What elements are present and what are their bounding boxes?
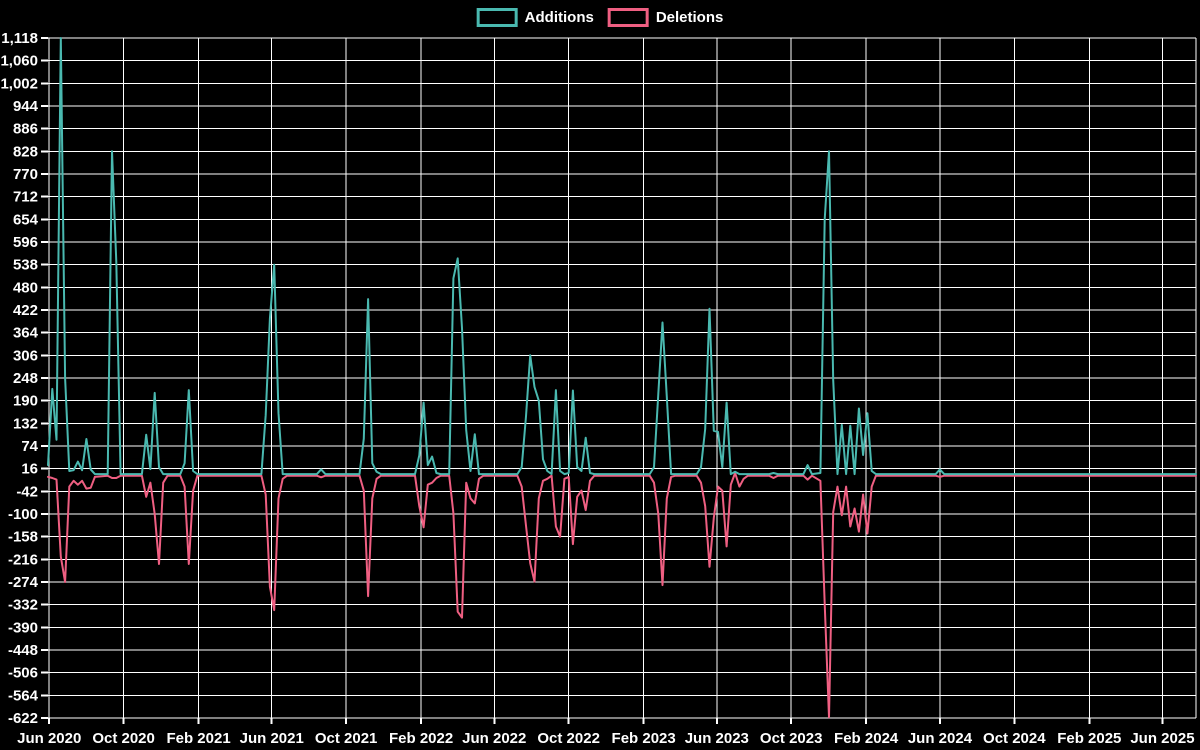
y-tick-label: 654 — [13, 211, 39, 228]
legend-label-deletions: Deletions — [655, 9, 724, 26]
y-tick-label: 712 — [13, 189, 38, 206]
x-tick-label: Jun 2021 — [240, 730, 304, 747]
additions-line — [47, 37, 1197, 476]
legend-label-additions: Additions — [524, 9, 594, 26]
y-tick-label: 248 — [13, 370, 38, 387]
x-tick-label: Feb 2025 — [1057, 730, 1121, 747]
y-tick-label: 16 — [21, 461, 38, 478]
y-tick-label: 886 — [13, 121, 38, 138]
x-tick-label: Oct 2020 — [92, 730, 155, 747]
y-tick-label: 1,060 — [0, 53, 38, 70]
y-tick-label: 596 — [13, 234, 38, 251]
x-tick-label: Oct 2022 — [537, 730, 600, 747]
y-tick-label: 74 — [21, 438, 38, 455]
y-tick-label: -100 — [8, 506, 38, 523]
y-tick-label: 538 — [13, 257, 38, 274]
x-tick-label: Feb 2021 — [166, 730, 230, 747]
x-tick-label: Jun 2024 — [908, 730, 973, 747]
y-tick-label: -564 — [8, 687, 39, 704]
x-tick-label: Oct 2023 — [760, 730, 823, 747]
y-tick-label: -448 — [8, 642, 38, 659]
chart-legend: Additions Deletions — [476, 8, 724, 27]
x-tick-label: Oct 2021 — [315, 730, 378, 747]
y-tick-label: -274 — [8, 574, 39, 591]
y-tick-label: -158 — [8, 529, 38, 546]
y-tick-label: -390 — [8, 619, 38, 636]
x-tick-label: Jun 2022 — [462, 730, 526, 747]
y-tick-label: 770 — [13, 166, 38, 183]
y-tick-label: 1,002 — [0, 75, 38, 92]
y-tick-label: -622 — [8, 710, 38, 727]
y-tick-label: -42 — [16, 483, 38, 500]
y-tick-label: 306 — [13, 347, 38, 364]
y-tick-label: -332 — [8, 597, 38, 614]
y-tick-label: 132 — [13, 415, 38, 432]
y-tick-label: 480 — [13, 279, 38, 296]
y-tick-label: 422 — [13, 302, 38, 319]
y-tick-label: 1,118 — [1, 30, 38, 47]
x-tick-label: Oct 2024 — [983, 730, 1046, 747]
x-tick-label: Feb 2024 — [834, 730, 899, 747]
y-tick-label: -216 — [8, 551, 38, 568]
y-tick-label: -506 — [8, 665, 38, 682]
y-tick-label: 944 — [13, 98, 39, 115]
x-tick-label: Feb 2023 — [612, 730, 676, 747]
y-tick-label: 828 — [13, 143, 38, 160]
legend-item-additions[interactable]: Additions — [476, 8, 594, 27]
x-tick-label: Jun 2023 — [685, 730, 749, 747]
deletions-line — [47, 472, 1197, 719]
x-tick-label: Feb 2022 — [389, 730, 453, 747]
x-tick-label: Jun 2020 — [17, 730, 81, 747]
legend-item-deletions[interactable]: Deletions — [607, 8, 724, 27]
deletions-swatch-icon — [607, 8, 649, 27]
additions-swatch-icon — [476, 8, 518, 27]
x-tick-label: Jun 2025 — [1130, 730, 1194, 747]
y-tick-label: 364 — [13, 325, 39, 342]
y-tick-label: 190 — [13, 393, 38, 410]
